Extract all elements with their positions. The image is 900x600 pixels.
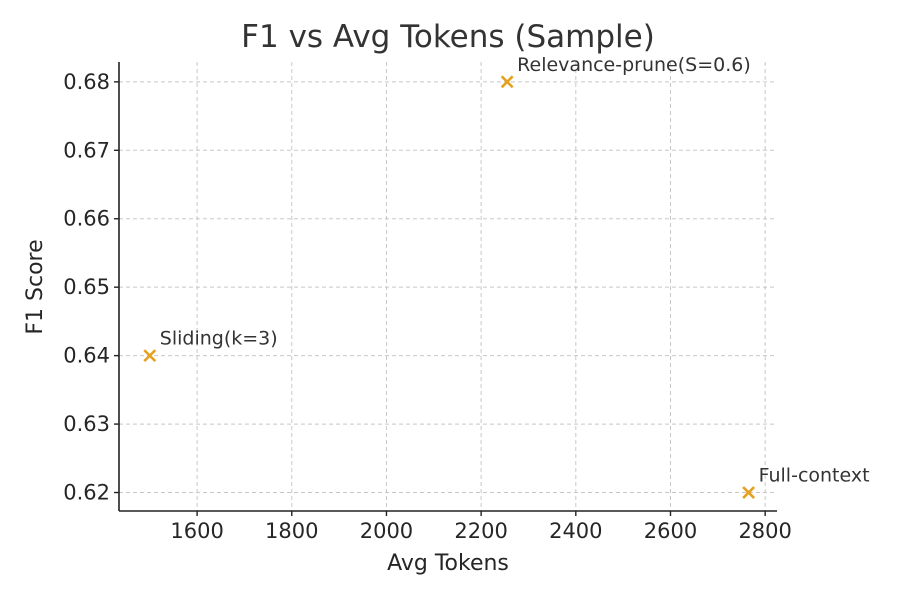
chart-title: F1 vs Avg Tokens (Sample) bbox=[241, 19, 655, 55]
data-point: Sliding(k=3) bbox=[143, 328, 278, 363]
y-tick-label: 0.64 bbox=[63, 344, 110, 368]
y-tick-label: 0.65 bbox=[63, 275, 110, 299]
y-tick-label: 0.63 bbox=[63, 412, 110, 436]
data-points: Sliding(k=3) Relevance-prune(S=0.6) Full-c… bbox=[143, 54, 870, 499]
data-point: Relevance-prune(S=0.6) bbox=[500, 54, 751, 89]
x-tick-label: 1800 bbox=[265, 519, 318, 543]
grid bbox=[119, 62, 777, 511]
y-tick-label: 0.62 bbox=[63, 481, 110, 505]
y-tick-label: 0.66 bbox=[63, 207, 110, 231]
x-axis-label: Avg Tokens bbox=[387, 551, 509, 576]
x-tick-label: 2200 bbox=[454, 519, 507, 543]
axes bbox=[118, 62, 777, 512]
x-axis-ticks: 1600 1800 2000 2200 2400 2600 2800 bbox=[170, 511, 792, 543]
point-label: Full-context bbox=[759, 465, 870, 487]
x-tick-label: 2400 bbox=[549, 519, 602, 543]
x-tick-label: 2800 bbox=[738, 519, 791, 543]
data-point: Full-context bbox=[742, 465, 870, 499]
x-marker-stroke bbox=[143, 349, 157, 363]
x-marker-stroke bbox=[500, 75, 514, 89]
x-tick-label: 1600 bbox=[170, 519, 223, 543]
x-tick-label: 2600 bbox=[644, 519, 697, 543]
y-tick-label: 0.67 bbox=[63, 138, 110, 162]
y-axis-ticks: 0.62 0.63 0.64 0.65 0.66 0.67 0.68 bbox=[63, 70, 119, 505]
y-tick-label: 0.68 bbox=[63, 70, 110, 94]
point-label: Relevance-prune(S=0.6) bbox=[517, 54, 751, 76]
x-tick-label: 2000 bbox=[360, 519, 413, 543]
point-label: Sliding(k=3) bbox=[160, 328, 278, 350]
x-marker-stroke bbox=[742, 486, 756, 499]
y-axis-label: F1 Score bbox=[23, 239, 48, 334]
